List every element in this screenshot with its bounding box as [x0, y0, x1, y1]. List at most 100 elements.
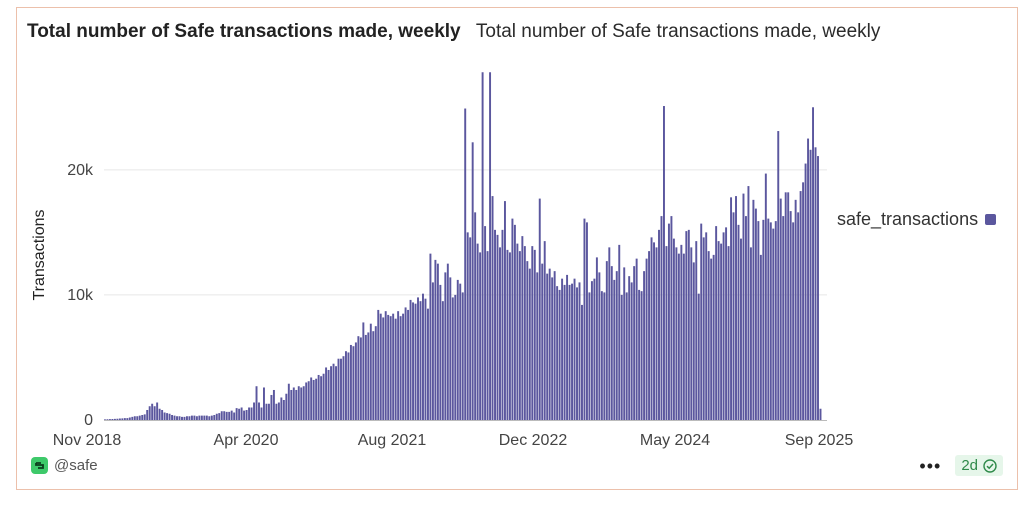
bar [670, 216, 673, 420]
check-circle-icon [983, 458, 997, 473]
bar [779, 198, 782, 420]
bar [595, 257, 598, 420]
bar [235, 408, 238, 420]
author-handle: @safe [54, 457, 98, 474]
bar [188, 416, 191, 420]
bar [749, 247, 752, 420]
bar [148, 406, 151, 420]
bar [297, 386, 300, 420]
y-axis-label: Transactions [31, 210, 48, 301]
bar [181, 416, 183, 420]
bar [474, 212, 477, 420]
bar [412, 302, 415, 420]
bar [126, 418, 129, 420]
bar [809, 149, 812, 421]
bar [439, 284, 442, 420]
bar [735, 196, 737, 420]
bar [710, 258, 713, 420]
bar [667, 223, 670, 420]
bar [456, 279, 459, 420]
bar [464, 108, 467, 421]
bar [682, 253, 685, 420]
bar [630, 282, 633, 420]
bar [454, 294, 457, 420]
bar [598, 272, 601, 420]
bar [372, 331, 375, 420]
bar [238, 408, 241, 420]
bar [727, 246, 730, 420]
bar [697, 293, 700, 420]
bar [521, 236, 524, 420]
bar [392, 313, 395, 420]
bar [508, 252, 511, 420]
bar [640, 291, 643, 420]
bar [263, 387, 265, 420]
bar [740, 238, 742, 420]
bar [712, 254, 715, 420]
bar [531, 246, 534, 420]
bar [342, 356, 345, 420]
refresh-badge[interactable]: 2d [955, 455, 1003, 476]
bar [774, 221, 777, 420]
bar [444, 272, 447, 420]
bar [518, 251, 521, 420]
bar [208, 416, 211, 420]
bar [123, 418, 126, 420]
more-options-button[interactable]: ••• [919, 455, 942, 476]
bar [799, 191, 802, 420]
x-tick-label: Dec 2022 [499, 432, 568, 449]
bar [364, 334, 367, 420]
bar [715, 226, 718, 420]
bar [417, 297, 419, 420]
bar [536, 272, 539, 420]
legend-label: safe_transactions [837, 209, 979, 229]
author-attribution[interactable]: @safe [31, 457, 98, 474]
bar [643, 271, 646, 420]
bar [747, 186, 750, 420]
bar [166, 413, 169, 420]
bar [777, 131, 780, 420]
bar [310, 377, 313, 420]
bar [730, 197, 733, 420]
bar [113, 418, 116, 420]
bar [461, 292, 464, 420]
bar [484, 226, 487, 420]
card-header: Total number of Safe transactions made, … [27, 21, 880, 43]
bar [556, 286, 559, 420]
safe-logo-icon [31, 457, 48, 474]
bar [387, 314, 390, 420]
bar [663, 106, 665, 421]
bar [344, 351, 347, 420]
bar [436, 263, 439, 420]
bar [228, 411, 231, 420]
bar [213, 415, 216, 420]
bar [784, 192, 787, 420]
bar [446, 263, 449, 420]
bar [312, 379, 315, 420]
bar [161, 409, 164, 420]
bar [223, 411, 226, 420]
bar [608, 247, 611, 420]
bar [116, 418, 119, 420]
bar [136, 416, 139, 420]
chart-subtitle: Total number of Safe transactions made, … [475, 21, 881, 42]
bar [379, 313, 382, 420]
legend[interactable]: safe_transactions [837, 209, 997, 230]
bar [533, 249, 536, 420]
bar [752, 199, 755, 420]
bar [814, 147, 817, 421]
bar [374, 326, 377, 420]
bar [759, 254, 762, 420]
bar [466, 232, 469, 420]
bar [300, 387, 303, 420]
bar [802, 182, 805, 420]
bar [193, 415, 196, 420]
bar [419, 301, 422, 420]
bar [121, 418, 124, 420]
bar [496, 234, 499, 420]
bar [618, 244, 621, 420]
bar [722, 232, 725, 420]
bars [104, 72, 822, 421]
bar [680, 244, 683, 420]
bar [285, 393, 288, 420]
